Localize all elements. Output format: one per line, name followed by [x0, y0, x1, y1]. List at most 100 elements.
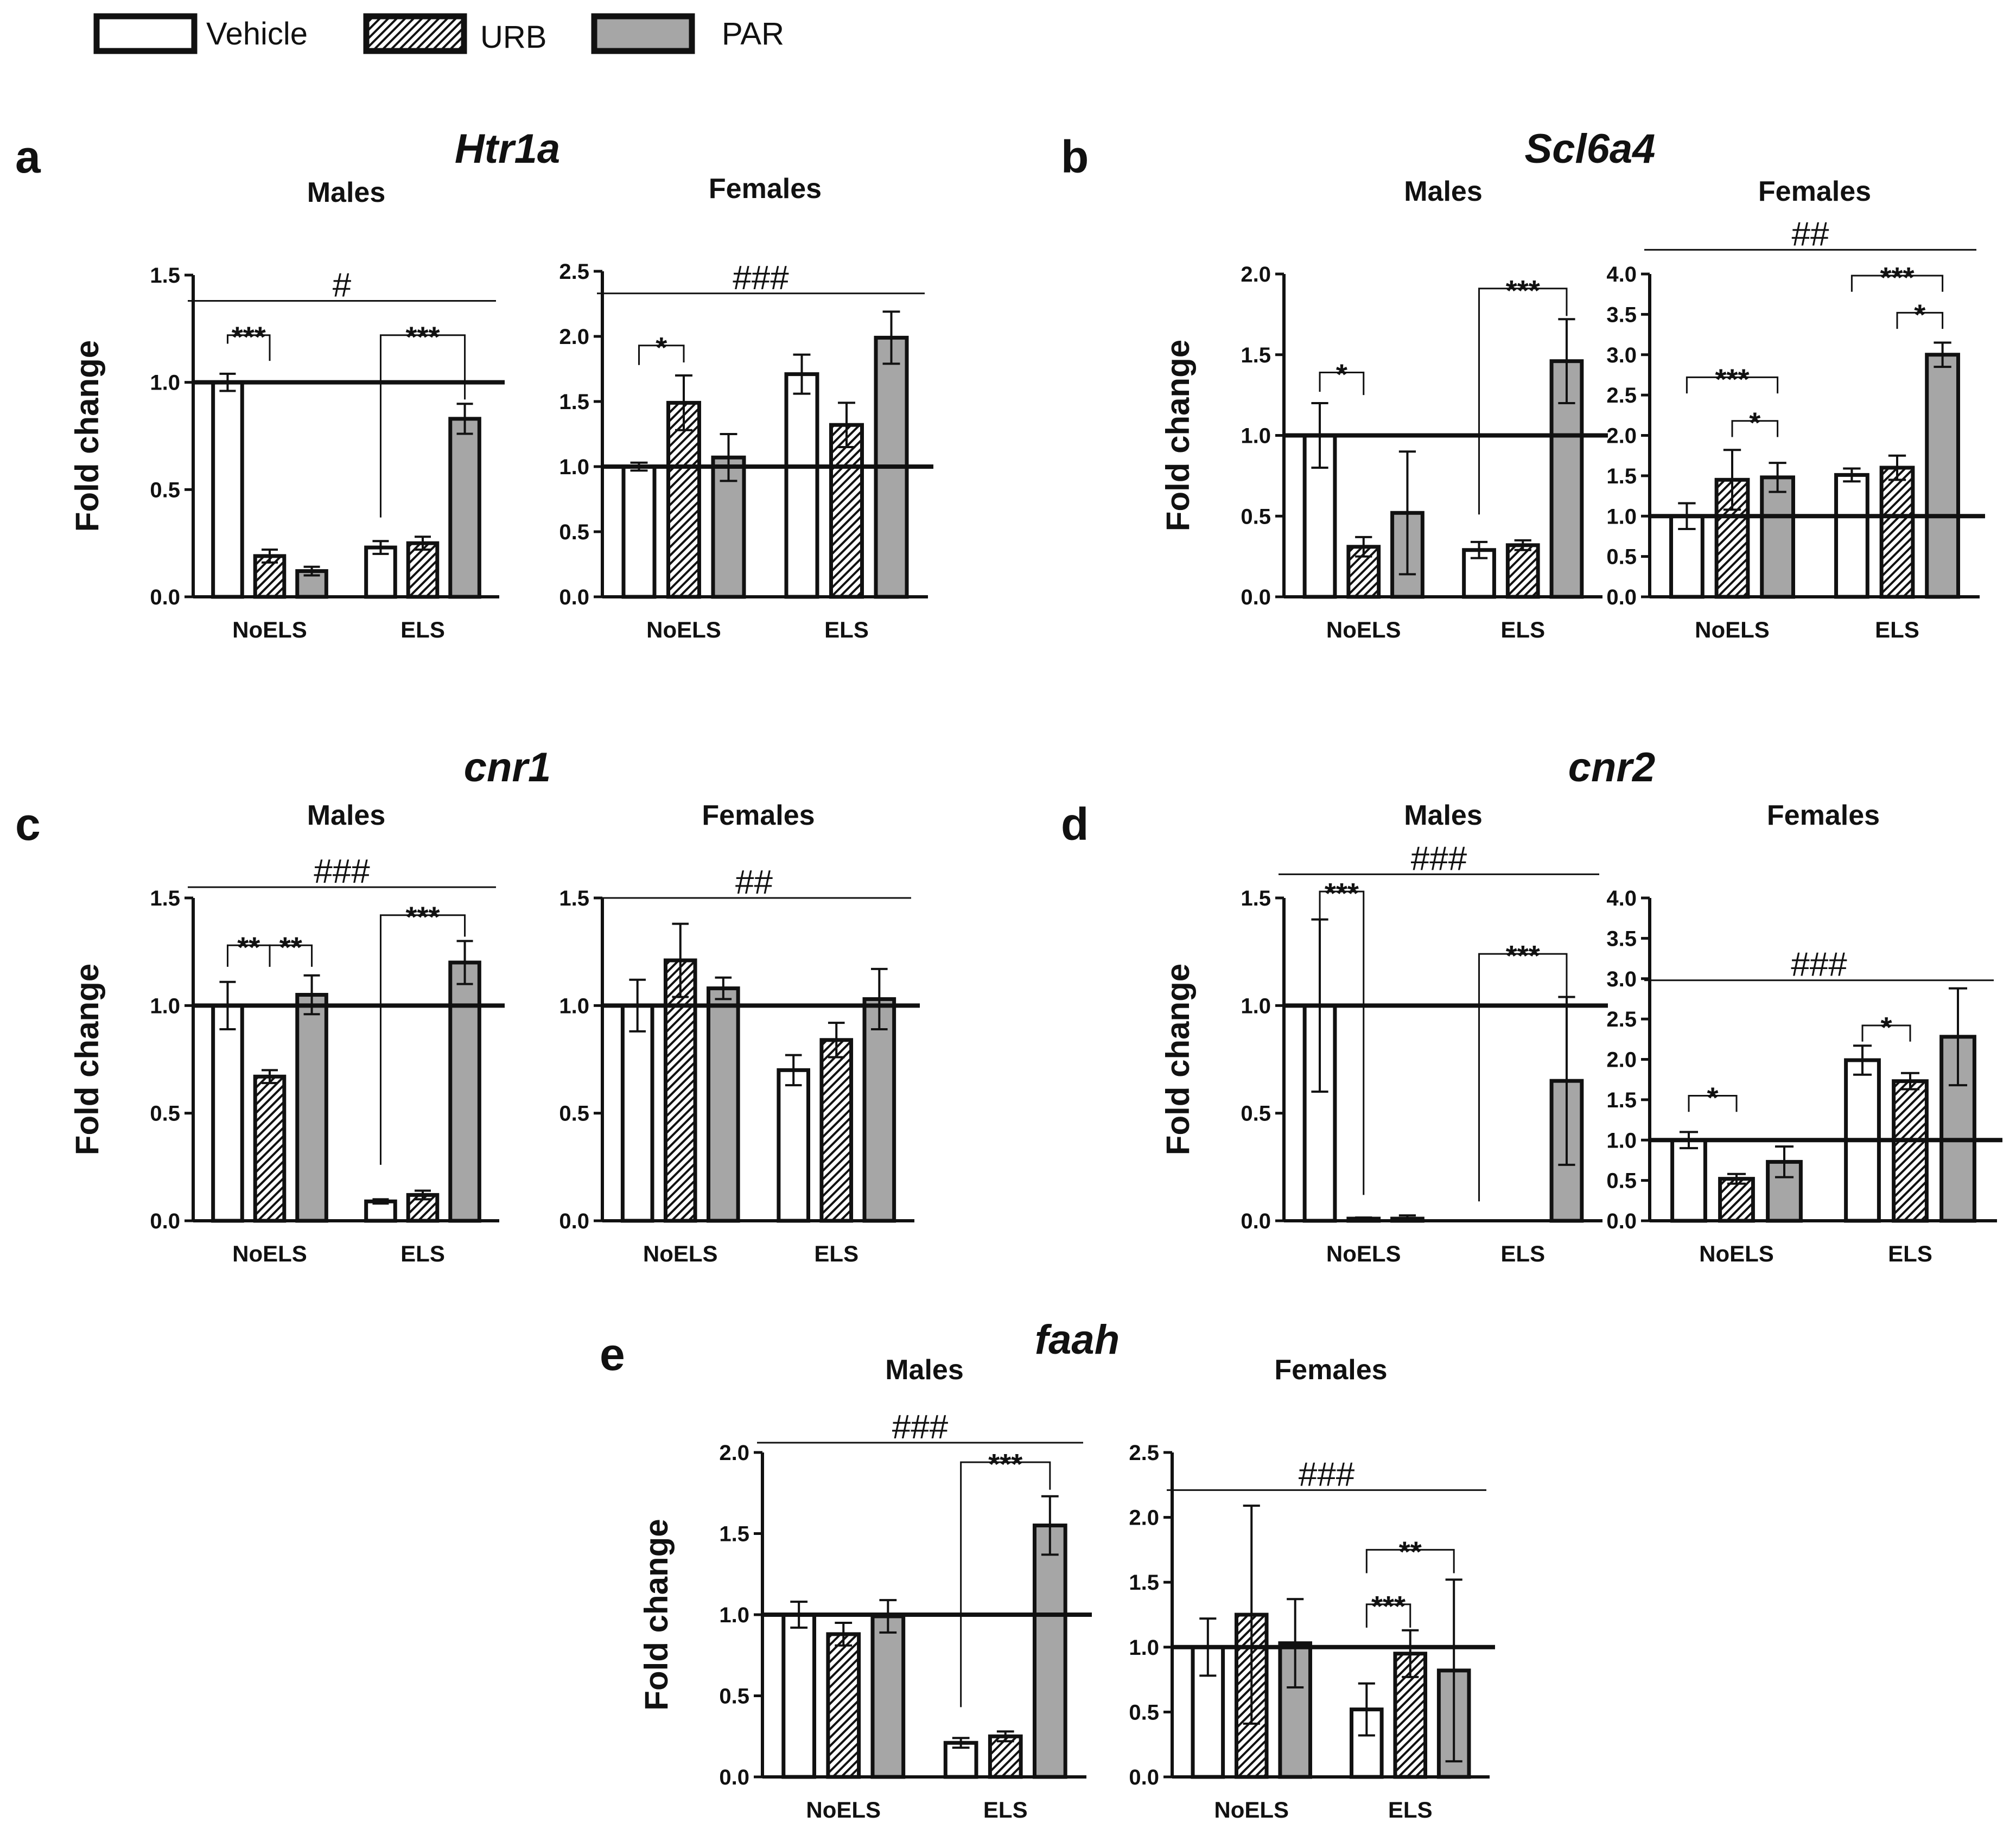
error-bar	[1355, 1216, 1372, 1221]
significance-label: ##	[735, 864, 773, 901]
y-tick-label: 3.0	[1606, 343, 1637, 367]
significance-bracket	[960, 1461, 1051, 1707]
y-tick-label: 2.0	[1606, 424, 1637, 448]
y-axis-label: Fold change	[69, 340, 105, 532]
x-tick-label: ELS	[400, 617, 445, 642]
y-tick-label: 0.0	[1606, 1209, 1637, 1233]
bar-par	[1760, 475, 1795, 599]
x-tick-label: NoELS	[643, 1241, 718, 1266]
panel-title: Males	[885, 1354, 964, 1386]
y-tick-label: 1.5	[1241, 343, 1271, 367]
y-tick-label: 0.5	[1129, 1700, 1159, 1724]
y-tick-label: 0.5	[1241, 1102, 1271, 1126]
bar-vehicle	[620, 1003, 654, 1223]
significance-label: **	[237, 931, 260, 964]
bar-vehicle	[1834, 473, 1869, 599]
error-bar	[1355, 536, 1372, 558]
chart-c-males: Males 0.0 0.5 1.0 1.5 Fold change NoELS ELS ### *…	[69, 800, 505, 1266]
error-bar	[835, 1621, 853, 1647]
significance-label: ***	[1880, 262, 1914, 294]
panel-title: Females	[1758, 176, 1871, 207]
error-bar	[838, 402, 855, 448]
y-tick-label: 1.0	[150, 371, 180, 395]
significance-label: *	[1914, 298, 1925, 331]
error-bar	[715, 976, 732, 1000]
significance-bracket	[269, 944, 313, 967]
error-bar	[720, 433, 737, 482]
x-tick-label: NoELS	[232, 617, 307, 642]
y-tick-label: 0.0	[1241, 585, 1271, 609]
bar-urb	[819, 1038, 854, 1223]
significance-bracket	[1896, 311, 1944, 329]
significance-bracket	[1319, 371, 1365, 396]
y-tick-label: 0.0	[719, 1766, 749, 1789]
significance-bracket	[1365, 1548, 1455, 1573]
significance-label: *	[1749, 407, 1760, 439]
significance-label: ##	[1792, 215, 1829, 253]
error-bar	[1402, 1629, 1419, 1678]
y-tick-label: 1.0	[1241, 994, 1271, 1018]
significance-label: ***	[1506, 940, 1540, 972]
error-bar	[1358, 1682, 1375, 1737]
x-tick-label: NoELS	[1695, 617, 1770, 642]
bar-par	[448, 417, 481, 599]
bar-urb	[1879, 466, 1915, 599]
error-bar	[456, 403, 473, 435]
x-tick-label: NoELS	[646, 617, 721, 642]
y-tick-label: 1.5	[559, 390, 589, 414]
error-bar	[1514, 539, 1531, 551]
significance-label: *	[1707, 1081, 1718, 1114]
chart-b-females: Females 0.0 0.5 1.0 1.5 2.0 2.5 3.0 3.5 4.0 NoELS E…	[1606, 176, 1985, 642]
panel-letter-a: a	[15, 131, 41, 182]
bar-urb	[826, 1632, 861, 1779]
y-tick-label: 0.0	[1241, 1209, 1271, 1233]
error-bar	[1470, 540, 1488, 559]
legend-swatch-vehicle	[93, 13, 198, 54]
y-tick-label: 1.0	[559, 994, 589, 1018]
error-bar	[996, 1730, 1014, 1743]
y-tick-label: 0.5	[150, 478, 180, 502]
y-tick-label: 2.0	[1129, 1506, 1159, 1530]
significance-label: ***	[1325, 877, 1359, 910]
y-tick-label: 1.5	[150, 887, 180, 910]
y-tick-label: 0.5	[1241, 505, 1271, 528]
error-bar	[1775, 1145, 1794, 1178]
significance-label: *	[1336, 358, 1347, 391]
error-bar	[1398, 1214, 1416, 1222]
bar-urb	[406, 541, 440, 599]
error-bar	[882, 310, 900, 365]
y-tick-label: 1.0	[1241, 424, 1271, 448]
x-tick-label: NoELS	[806, 1797, 881, 1822]
error-bar	[1723, 449, 1741, 511]
y-tick-label: 1.0	[559, 455, 589, 479]
y-tick-label: 1.0	[1606, 505, 1637, 528]
error-bar	[1769, 462, 1786, 493]
y-axis-label: Fold change	[1160, 340, 1196, 531]
error-bar	[1900, 1072, 1920, 1091]
y-tick-label: 2.5	[1606, 1008, 1637, 1031]
significance-bracket	[1319, 890, 1365, 1195]
significance-bracket	[638, 345, 685, 365]
significance-label: ###	[1791, 946, 1847, 984]
bar-vehicle	[1670, 1138, 1707, 1223]
panel-letter-e: e	[600, 1329, 625, 1380]
bar-par	[1032, 1524, 1067, 1779]
x-tick-label: ELS	[814, 1241, 858, 1266]
x-tick-label: NoELS	[1214, 1797, 1289, 1822]
panel-title: Females	[702, 800, 815, 831]
x-tick-label: ELS	[824, 617, 869, 642]
bar-urb	[1892, 1079, 1929, 1223]
significance-label: ###	[892, 1409, 949, 1446]
bar-par	[448, 960, 481, 1223]
y-tick-label: 0.0	[559, 1209, 589, 1233]
x-tick-label: ELS	[983, 1797, 1028, 1822]
y-tick-label: 1.5	[719, 1522, 749, 1546]
y-tick-label: 0.5	[719, 1685, 749, 1709]
y-tick-label: 4.0	[1606, 887, 1637, 910]
error-bar	[1934, 341, 1951, 368]
gene-title-cnr1: cnr1	[464, 744, 551, 791]
y-tick-label: 0.5	[559, 520, 589, 544]
x-tick-label: ELS	[1875, 617, 1919, 642]
y-tick-label: 2.5	[1606, 384, 1637, 407]
